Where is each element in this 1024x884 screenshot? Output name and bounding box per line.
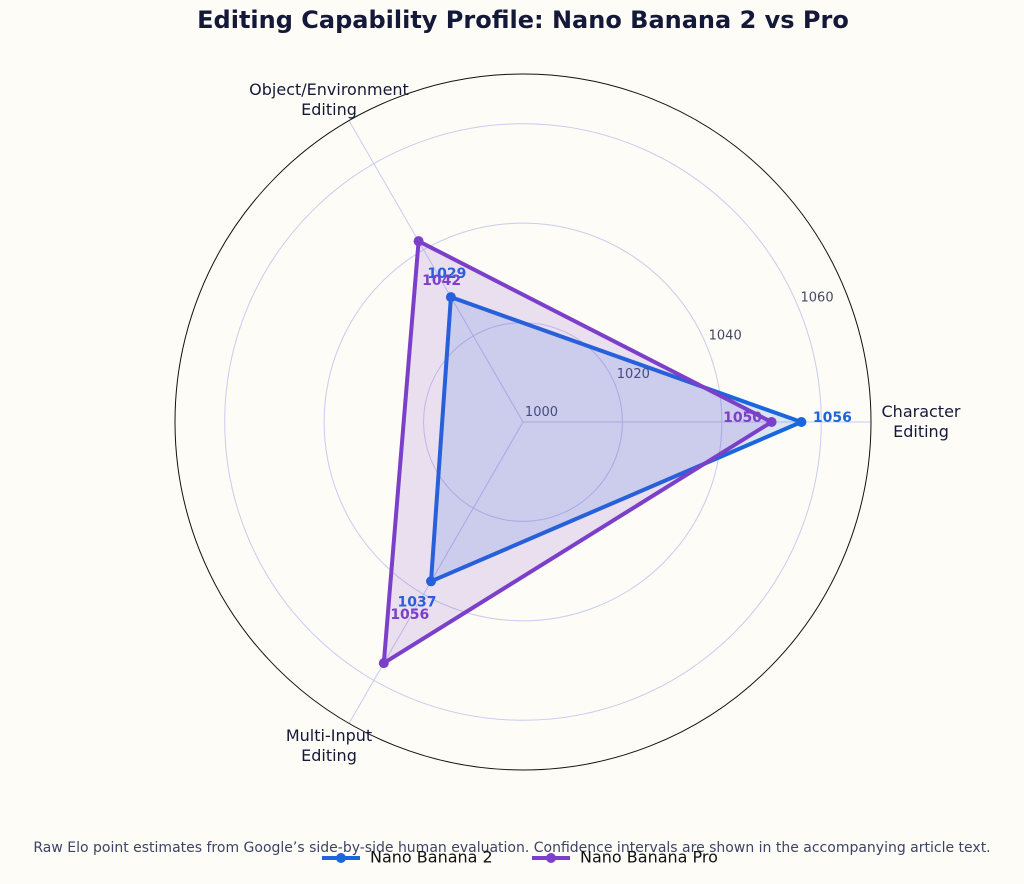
series-area bbox=[429, 295, 804, 584]
chart-title: Editing Capability Profile: Nano Banana … bbox=[197, 6, 849, 34]
r-tick-label: 1040 bbox=[709, 329, 742, 344]
r-tick-label: 1060 bbox=[801, 291, 834, 306]
axis-label: Character Editing bbox=[881, 402, 961, 441]
value-label: 1056 bbox=[390, 607, 429, 623]
value-label: 1056 bbox=[813, 410, 852, 426]
point bbox=[445, 292, 456, 303]
point bbox=[796, 417, 807, 427]
footnote: Raw Elo point estimates from Google’s si… bbox=[33, 840, 990, 856]
legend-marker bbox=[546, 853, 556, 863]
r-tick-label: 1020 bbox=[617, 367, 650, 382]
spoke bbox=[348, 421, 524, 724]
point bbox=[413, 236, 424, 247]
point bbox=[378, 658, 389, 669]
value-label: 1050 bbox=[723, 410, 762, 426]
value-label: 1037 bbox=[398, 594, 437, 610]
r-tick-label: 1000 bbox=[525, 405, 558, 420]
legend-marker bbox=[336, 853, 346, 863]
spoke bbox=[348, 120, 524, 423]
outer-frame bbox=[174, 73, 872, 771]
grid bbox=[224, 120, 871, 724]
axis-label: Object/Environment Editing bbox=[249, 79, 409, 119]
axis-label: Multi-Input Editing bbox=[285, 726, 373, 766]
point bbox=[426, 576, 437, 587]
legend-label: Nano Banana Pro bbox=[580, 848, 718, 867]
series-area bbox=[381, 239, 774, 666]
value-label: 1042 bbox=[422, 273, 461, 289]
point bbox=[766, 417, 777, 427]
legend-label: Nano Banana 2 bbox=[370, 848, 493, 867]
value-label: 1029 bbox=[427, 266, 466, 282]
